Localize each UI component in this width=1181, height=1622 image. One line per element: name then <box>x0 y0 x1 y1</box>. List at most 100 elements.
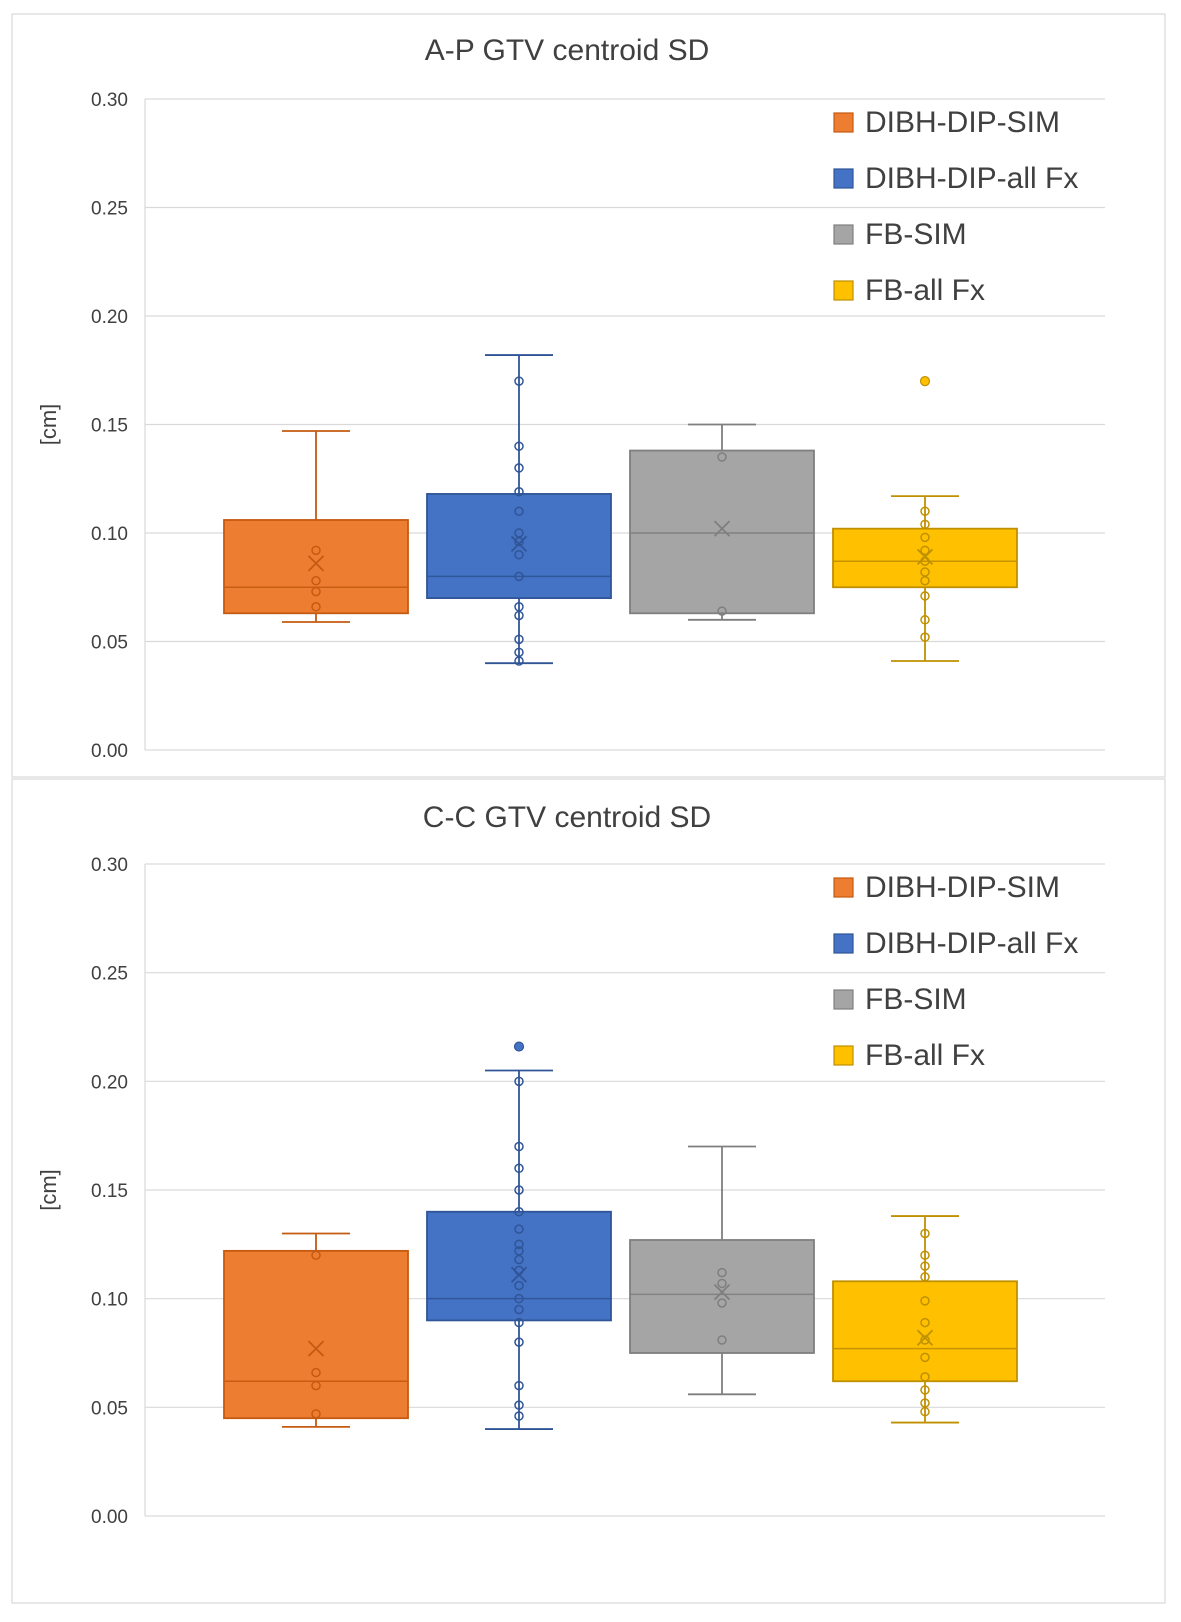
legend-label: DIBH-DIP-SIM <box>865 871 1060 904</box>
data-point <box>920 519 930 530</box>
mean-marker <box>307 1340 325 1357</box>
y-tick-label: 0.20 <box>91 307 128 328</box>
data-point <box>920 1261 930 1271</box>
box <box>629 1239 815 1354</box>
data-point <box>311 1380 321 1391</box>
data-point <box>514 647 524 658</box>
data-point <box>514 549 524 560</box>
legend-item: DIBH-DIP-all Fx <box>833 162 1078 195</box>
legend-item: DIBH-DIP-SIM <box>833 871 1060 904</box>
chart-title: C-C GTV centroid SD <box>423 801 711 834</box>
data-point <box>311 575 321 586</box>
data-point <box>514 1380 524 1391</box>
data-point <box>514 1411 524 1421</box>
legend-label: DIBH-DIP-SIM <box>865 106 1060 139</box>
data-point <box>514 506 524 517</box>
data-point <box>717 1278 727 1289</box>
data-point <box>514 1280 524 1291</box>
chart-frame <box>11 778 1166 1604</box>
y-tick-label: 0.10 <box>91 524 128 545</box>
legend-label: DIBH-DIP-all Fx <box>865 162 1078 195</box>
mean-marker <box>916 548 934 566</box>
legend-swatch <box>833 989 854 1010</box>
data-point <box>514 528 524 538</box>
data-point <box>514 1400 524 1410</box>
data-point <box>920 615 930 625</box>
data-point <box>311 1409 321 1419</box>
data-point <box>514 1163 524 1174</box>
mean-marker <box>713 1284 731 1301</box>
legend-label: FB-SIM <box>865 218 967 251</box>
box-series-dibh-dip-sim <box>223 1232 409 1428</box>
data-point <box>514 376 524 386</box>
chart-title: A-P GTV centroid SD <box>425 34 710 67</box>
box <box>223 1249 409 1420</box>
data-point <box>920 545 930 556</box>
data-point <box>920 567 930 577</box>
data-point <box>920 1335 930 1345</box>
chart-panel-1: A-P GTV centroid SD 0.00 0.05 0.10 0.15 0.20 0… <box>11 13 1166 778</box>
outlier-point <box>513 1041 525 1052</box>
y-tick-label: 0.15 <box>91 416 128 437</box>
box-series-dibh-dip-all-fx <box>426 354 612 666</box>
y-axis-label: [cm] <box>36 1169 61 1211</box>
mean-marker <box>510 1266 528 1283</box>
box-series-dibh-dip-sim <box>223 430 409 623</box>
data-point <box>514 487 524 497</box>
mean-marker <box>713 520 731 537</box>
data-point <box>920 1352 930 1363</box>
legend-swatch <box>833 1045 854 1066</box>
legend-item: FB-SIM <box>833 218 967 251</box>
data-point <box>514 1317 524 1328</box>
legend-swatch <box>833 877 854 898</box>
legend-swatch <box>833 224 854 245</box>
legend-swatch <box>833 280 854 301</box>
outlier-point <box>919 376 931 387</box>
data-point <box>717 606 727 616</box>
data-point <box>514 1185 524 1195</box>
y-tick-label: 0.20 <box>91 1072 128 1093</box>
data-point <box>920 1317 930 1328</box>
y-tick-label: 0.15 <box>91 1181 128 1202</box>
legend-label: FB-all Fx <box>865 1039 985 1072</box>
data-point <box>311 1250 321 1260</box>
data-point <box>514 1337 524 1347</box>
legend-label: FB-all Fx <box>865 274 985 307</box>
data-point <box>717 1335 727 1345</box>
box <box>629 449 815 615</box>
legend-swatch <box>833 112 854 133</box>
data-point <box>920 1228 930 1239</box>
data-point <box>920 1250 930 1260</box>
legend-item: FB-SIM <box>833 983 967 1016</box>
data-point <box>717 1298 727 1308</box>
data-point <box>920 532 930 543</box>
data-point <box>514 1206 524 1217</box>
data-point <box>514 634 524 645</box>
data-point <box>311 602 321 612</box>
data-point <box>920 632 930 642</box>
legend-swatch <box>833 933 854 954</box>
data-point <box>514 1304 524 1315</box>
y-tick-label: 0.30 <box>91 855 128 876</box>
y-tick-label: 0.05 <box>91 633 128 654</box>
data-point <box>920 1372 930 1382</box>
box-series-fb-all-fx <box>832 1215 1018 1424</box>
y-tick-label: 0.30 <box>91 90 128 111</box>
legend-item: DIBH-DIP-all Fx <box>833 927 1078 960</box>
data-point <box>514 1141 524 1152</box>
y-tick-label: 0.00 <box>91 1507 128 1528</box>
data-point <box>514 1239 524 1250</box>
box-series-fb-sim <box>629 1145 815 1396</box>
data-point <box>514 1076 524 1087</box>
chart-panel-2: C-C GTV centroid SD 0.00 0.05 0.10 0.15 0.20 0… <box>11 778 1166 1604</box>
data-point <box>514 441 524 451</box>
data-point <box>920 1398 930 1408</box>
y-tick-label: 0.25 <box>91 964 128 985</box>
legend-item: FB-all Fx <box>833 274 985 307</box>
data-point <box>514 1246 524 1256</box>
data-point <box>514 1293 524 1304</box>
data-point <box>311 545 321 556</box>
y-tick-label: 0.10 <box>91 1290 128 1311</box>
